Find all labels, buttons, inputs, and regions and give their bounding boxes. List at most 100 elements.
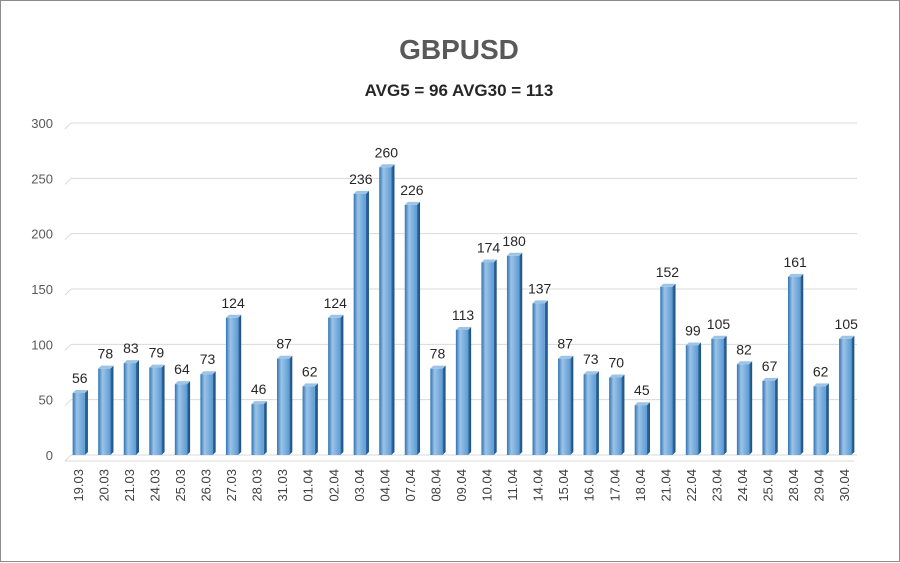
bar-side xyxy=(825,383,829,455)
x-tick-label: 21.03 xyxy=(122,469,137,502)
data-label: 174 xyxy=(477,239,501,255)
bar-top xyxy=(174,381,191,385)
x-tick-label: 21.04 xyxy=(658,469,673,502)
x-tick-label: 28.04 xyxy=(786,469,801,502)
gridline-depth xyxy=(64,343,72,351)
bar-side xyxy=(493,259,497,455)
bar-top xyxy=(839,335,855,339)
bar-front xyxy=(302,386,315,455)
bar-front xyxy=(353,193,366,455)
data-label: 236 xyxy=(349,171,373,187)
bar-side xyxy=(723,335,727,455)
data-label: 73 xyxy=(200,351,216,367)
bar-side xyxy=(187,381,191,455)
bar xyxy=(736,361,753,455)
bar-top xyxy=(225,314,242,318)
bar-side xyxy=(161,364,165,455)
y-tick-label: 150 xyxy=(31,282,53,297)
bar-side xyxy=(136,360,140,455)
x-tick-label: 20.03 xyxy=(96,469,111,502)
bar-front xyxy=(455,329,469,455)
bar xyxy=(251,401,267,455)
x-tick-label: 26.03 xyxy=(199,469,214,502)
gridline-depth xyxy=(64,454,72,462)
x-tick-label: 07.04 xyxy=(403,469,418,502)
bar-top xyxy=(634,402,650,406)
x-tick-label: 17.04 xyxy=(607,469,622,502)
bar-front xyxy=(787,276,801,455)
bar-front xyxy=(174,384,188,455)
bar xyxy=(430,365,446,455)
x-tick-label: 15.04 xyxy=(556,469,571,502)
bar-side xyxy=(391,164,395,455)
x-tick-label: 24.03 xyxy=(147,469,162,502)
bar-top xyxy=(787,273,804,277)
bar-side xyxy=(263,401,267,455)
y-tick-label: 100 xyxy=(31,337,53,352)
x-tick-label: 25.04 xyxy=(761,469,776,502)
data-label: 87 xyxy=(276,336,292,352)
data-label: 152 xyxy=(656,264,680,280)
bar-top xyxy=(660,283,676,287)
bar-side xyxy=(595,371,599,455)
bar-front xyxy=(711,338,724,455)
bar-top xyxy=(583,371,599,375)
data-label: 62 xyxy=(302,363,318,379)
x-tick-label: 01.04 xyxy=(301,469,316,502)
x-tick-label: 16.04 xyxy=(582,469,597,502)
x-tick-label: 29.04 xyxy=(812,469,827,502)
data-label: 79 xyxy=(149,345,165,361)
x-tick-label: 19.03 xyxy=(71,469,86,502)
data-label: 73 xyxy=(583,351,599,367)
data-label: 56 xyxy=(72,370,88,386)
bar xyxy=(813,383,829,455)
bar xyxy=(98,365,114,455)
bar-front xyxy=(506,255,520,455)
bar-front xyxy=(149,367,162,455)
x-tick-label: 28.03 xyxy=(250,469,265,502)
bar-top xyxy=(149,364,165,368)
bar-front xyxy=(277,358,290,455)
bar-side xyxy=(238,314,242,455)
bar xyxy=(277,355,293,455)
bar-side xyxy=(749,361,753,455)
chart-subtitle: AVG5 = 96 AVG30 = 113 xyxy=(365,81,554,100)
bar-side xyxy=(468,326,472,455)
bar-side xyxy=(800,273,804,455)
bar-top xyxy=(379,164,395,168)
data-label: 124 xyxy=(221,295,245,311)
data-label: 64 xyxy=(174,361,190,377)
bar-top xyxy=(506,252,523,256)
bar-side xyxy=(289,355,293,455)
bar-side xyxy=(314,383,318,455)
x-tick-label: 23.04 xyxy=(709,469,724,502)
bar-top xyxy=(813,383,829,387)
x-tick-label: 11.04 xyxy=(505,469,520,501)
bar-front xyxy=(123,363,137,455)
bar-side xyxy=(110,365,114,455)
gridline-depth xyxy=(64,288,72,296)
data-label: 87 xyxy=(557,336,573,352)
bar-front xyxy=(609,377,622,455)
bar-top xyxy=(328,314,344,318)
bar xyxy=(839,335,855,455)
bar-front xyxy=(379,167,392,455)
bar-side xyxy=(442,365,446,455)
x-tick-label: 25.03 xyxy=(173,469,188,502)
bar-top xyxy=(72,390,88,394)
data-label: 46 xyxy=(251,381,267,397)
bar-side xyxy=(544,300,548,455)
bar-front xyxy=(328,317,341,455)
bar-top xyxy=(455,326,472,330)
bar xyxy=(685,342,702,455)
bar-side xyxy=(774,377,778,455)
y-tick-label: 0 xyxy=(46,448,53,463)
bar-front xyxy=(532,303,545,455)
bar-top xyxy=(251,401,267,405)
bar xyxy=(328,314,344,455)
x-tick-label: 14.04 xyxy=(531,469,546,502)
bar-top xyxy=(481,259,497,263)
y-tick-label: 300 xyxy=(31,116,53,131)
bar-front xyxy=(685,345,699,455)
